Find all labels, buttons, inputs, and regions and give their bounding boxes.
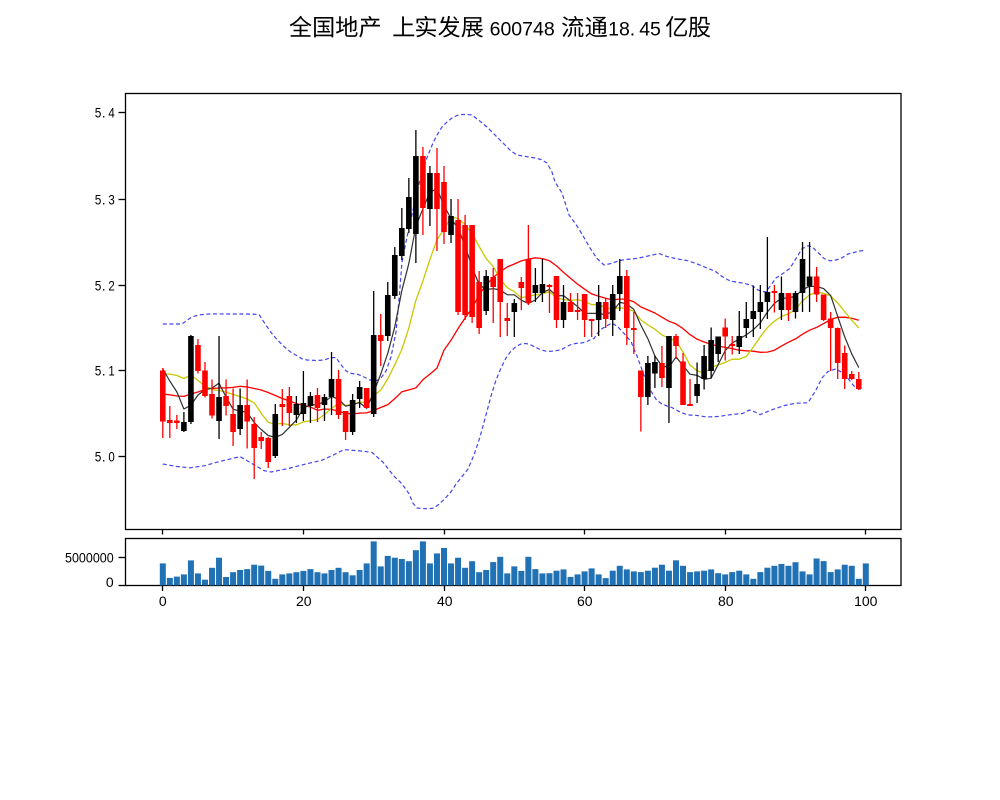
svg-text:0: 0	[159, 593, 167, 609]
svg-text:.: .	[102, 449, 106, 465]
svg-text:5: 5	[95, 192, 102, 208]
svg-text:3: 3	[108, 192, 115, 208]
svg-text:5: 5	[95, 105, 102, 121]
svg-text:5: 5	[95, 449, 102, 465]
svg-text:2: 2	[108, 278, 115, 294]
svg-text:60: 60	[577, 593, 593, 609]
svg-text:600748: 600748	[490, 19, 555, 41]
svg-text:.: .	[102, 105, 106, 121]
svg-text:45: 45	[639, 19, 661, 41]
svg-text:.: .	[102, 278, 106, 294]
svg-text:18.: 18.	[608, 19, 635, 41]
svg-text:1: 1	[108, 363, 115, 379]
svg-text:40: 40	[437, 593, 453, 609]
svg-text:100: 100	[854, 593, 878, 609]
svg-text:80: 80	[718, 593, 734, 609]
svg-text:5: 5	[95, 278, 102, 294]
svg-text:4: 4	[108, 105, 115, 121]
svg-text:.: .	[102, 192, 106, 208]
svg-text:0: 0	[106, 574, 114, 590]
svg-text:5000000: 5000000	[65, 550, 114, 566]
svg-text:20: 20	[296, 593, 312, 609]
svg-text:.: .	[102, 363, 106, 379]
svg-text:0: 0	[108, 449, 115, 465]
svg-text:5: 5	[95, 363, 102, 379]
